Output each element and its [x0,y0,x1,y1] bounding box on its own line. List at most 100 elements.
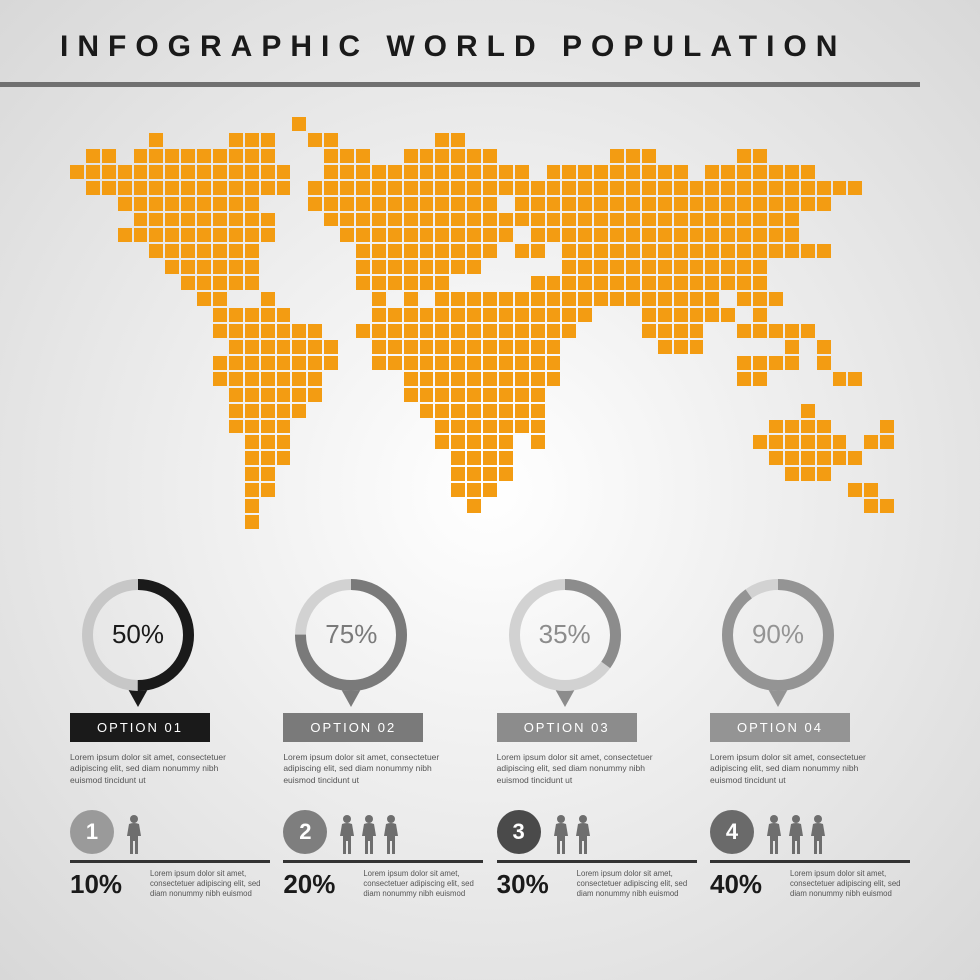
map-dot [896,181,910,195]
map-dot [864,292,878,306]
map-dot [404,181,418,195]
map-dot [340,149,354,163]
map-dot [705,324,719,338]
map-dot [451,372,465,386]
map-dot [690,483,704,497]
map-dot [308,213,322,227]
map-dot [451,165,465,179]
map-dot [610,308,624,322]
map-dot [483,451,497,465]
map-dot [674,197,688,211]
map-dot [578,515,592,529]
map-dot [308,149,322,163]
stat-3: 3 30% Lorem ipsum dolor sit amet, consec… [497,810,697,900]
map-dot [594,324,608,338]
map-dot [213,388,227,402]
map-dot [483,292,497,306]
map-dot [658,372,672,386]
map-dot [324,531,338,545]
map-dot [690,260,704,274]
map-dot [674,292,688,306]
map-dot [801,244,815,258]
map-dot [658,388,672,402]
divider [283,860,483,863]
map-dot [753,149,767,163]
map-dot [340,260,354,274]
map-dot [308,228,322,242]
map-dot [134,308,148,322]
map-dot [642,372,656,386]
map-dot [451,117,465,131]
map-dot [594,117,608,131]
map-dot [499,197,513,211]
map-dot [705,404,719,418]
map-dot [721,483,735,497]
map-dot [690,420,704,434]
map-dot [785,531,799,545]
map-dot [833,149,847,163]
map-dot [308,531,322,545]
map-dot [213,340,227,354]
map-dot [801,340,815,354]
map-dot [531,308,545,322]
map-dot [801,197,815,211]
map-dot [864,213,878,227]
map-dot [531,117,545,131]
map-dot [292,404,306,418]
map-dot [134,404,148,418]
map-dot [197,467,211,481]
map-dot [181,165,195,179]
map-dot [562,467,576,481]
map-dot [499,420,513,434]
map-dot [451,356,465,370]
map-dot [737,149,751,163]
map-dot [562,483,576,497]
map-dot [785,388,799,402]
map-dot [737,515,751,529]
map-dot [372,133,386,147]
stat-number-badge: 3 [497,810,541,854]
map-dot [292,467,306,481]
map-dot [610,435,624,449]
map-dot [594,181,608,195]
map-dot [864,531,878,545]
map-dot [134,483,148,497]
map-dot [864,308,878,322]
map-dot [674,181,688,195]
map-dot [102,213,116,227]
map-dot [388,340,402,354]
map-dot [499,388,513,402]
map-dot [515,244,529,258]
map-dot [483,165,497,179]
map-dot [578,356,592,370]
map-dot [340,213,354,227]
map-dot [817,149,831,163]
map-dot [626,356,640,370]
map-dot [705,451,719,465]
map-dot [880,404,894,418]
map-dot [674,372,688,386]
map-dot [626,515,640,529]
map-dot [197,213,211,227]
map-dot [451,499,465,513]
map-dot [737,197,751,211]
map-dot [324,499,338,513]
map-dot [213,197,227,211]
map-dot [817,420,831,434]
map-dot [213,213,227,227]
map-dot [690,213,704,227]
map-dot [356,244,370,258]
map-dot [721,356,735,370]
map-dot [324,515,338,529]
map-dot [658,435,672,449]
map-dot [102,260,116,274]
map-dot [626,531,640,545]
map-dot [594,499,608,513]
map-dot [404,388,418,402]
map-dot [102,499,116,513]
map-dot [610,451,624,465]
map-dot [880,149,894,163]
map-dot [340,483,354,497]
stat-percent: 20% [283,869,349,900]
map-dot [213,531,227,545]
